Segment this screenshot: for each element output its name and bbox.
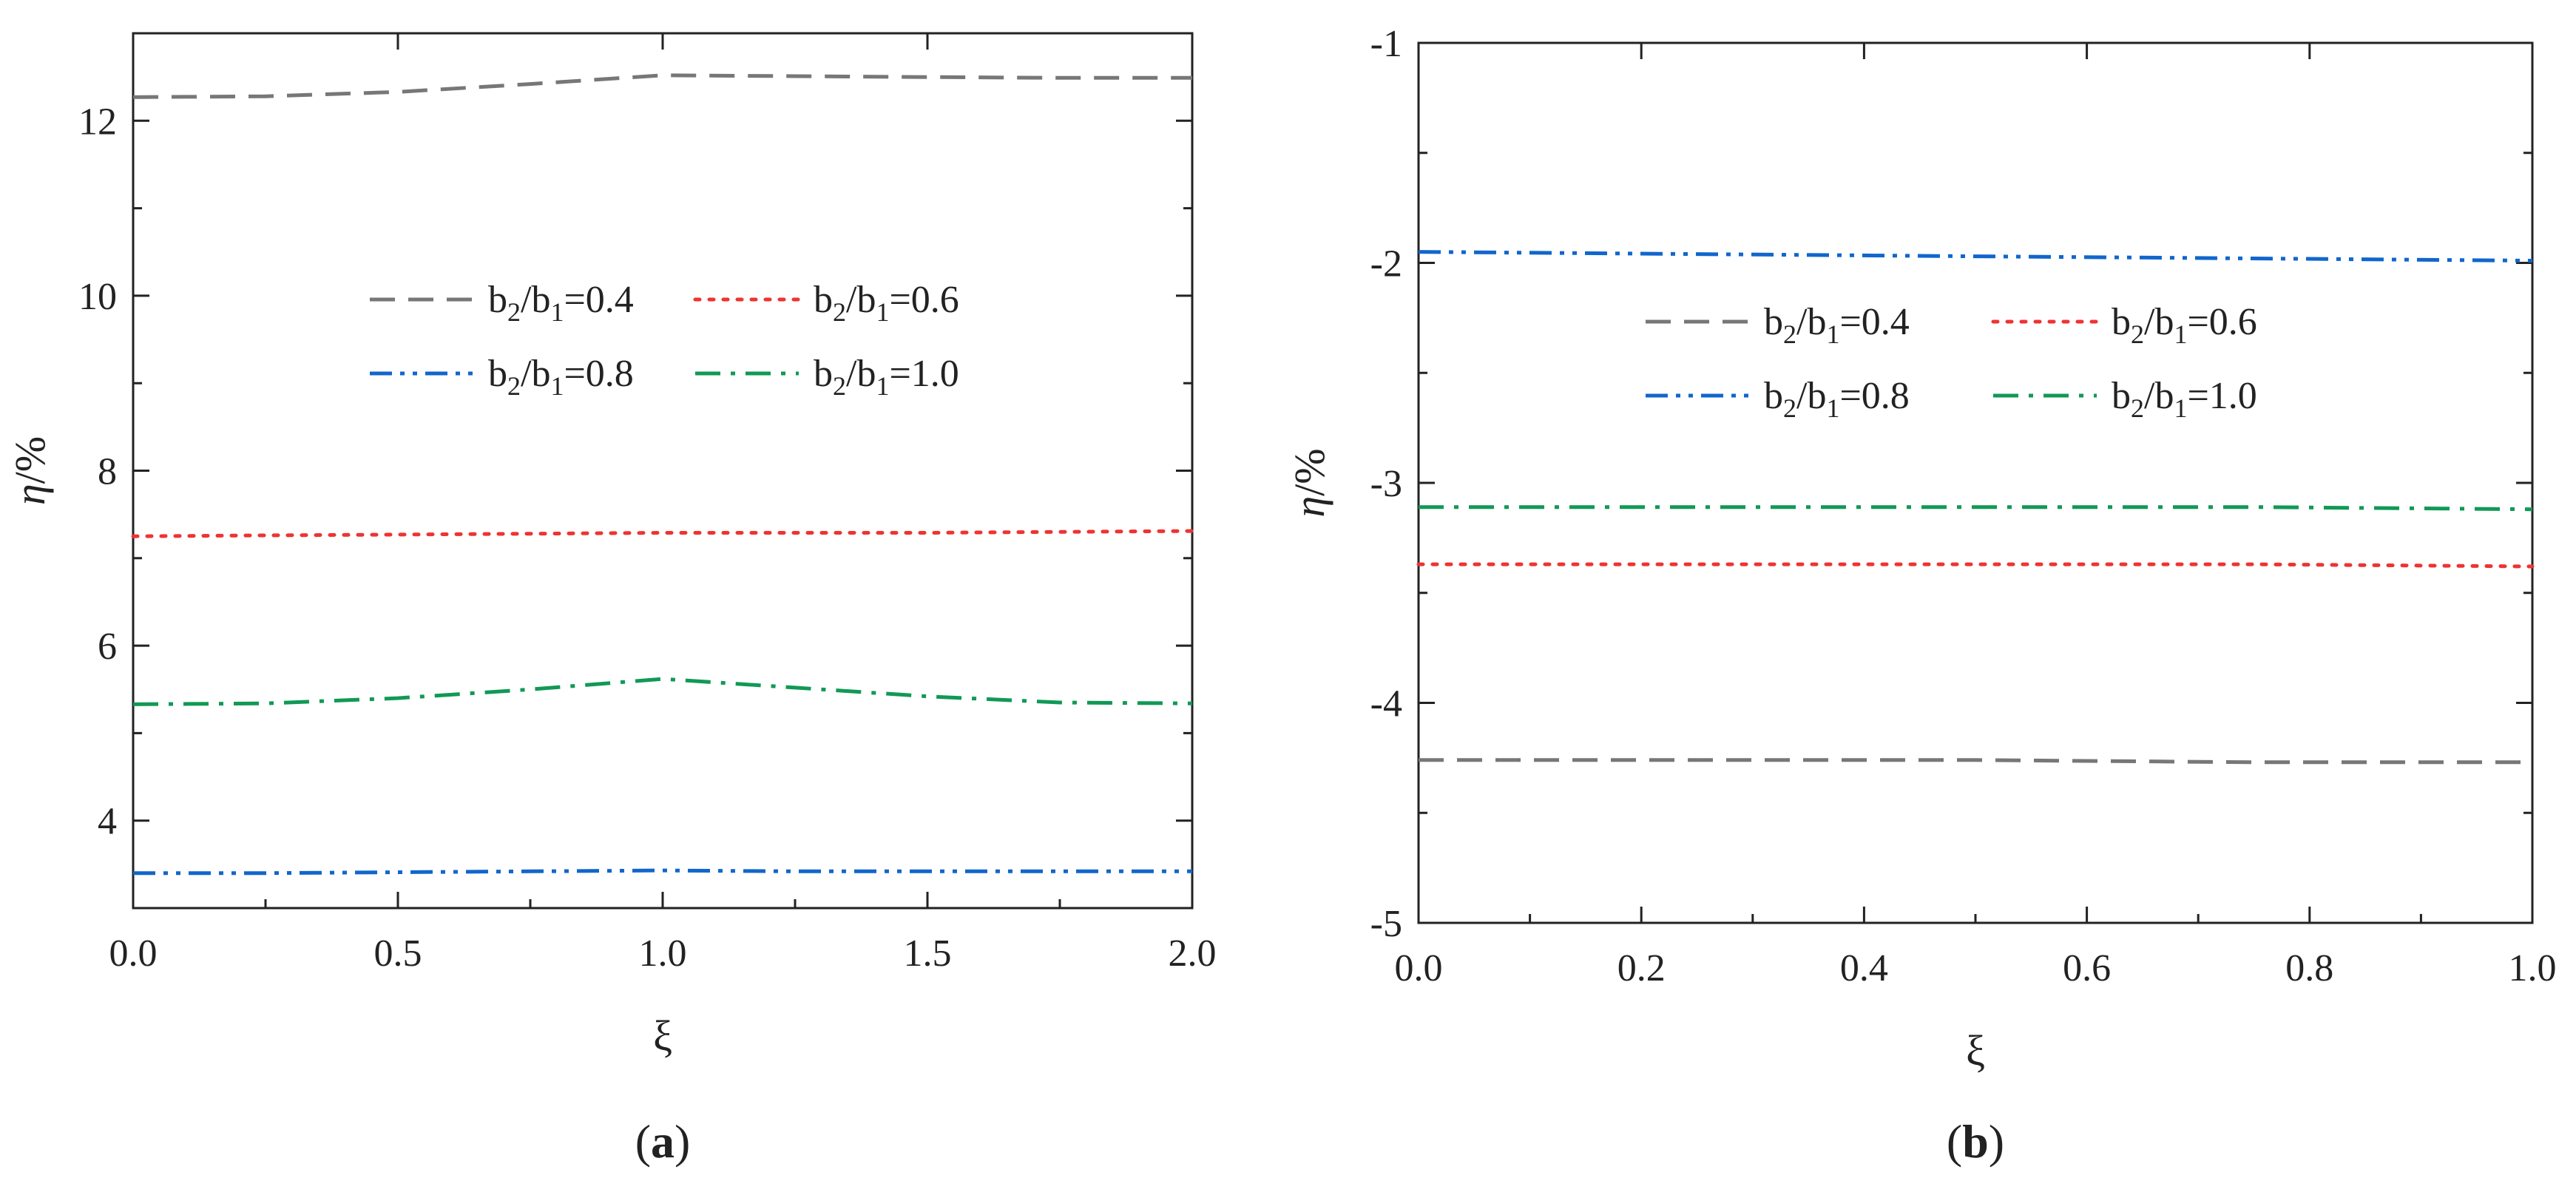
series-line-0.8 <box>1418 250 2533 263</box>
legend-label: b2/b1=1.0 <box>814 353 959 401</box>
legend-item-0.4: b2/b1=0.4 <box>1646 301 1910 349</box>
x-tick-label: 2.0 <box>1169 932 1217 975</box>
y-tick-label: 12 <box>78 101 117 143</box>
y-tick-label: 4 <box>98 801 117 843</box>
legend-label: b2/b1=0.8 <box>1764 375 1910 423</box>
series-line-0.6 <box>1416 562 2535 569</box>
y-tick-label: -4 <box>1370 683 1402 725</box>
legend-item-0.4: b2/b1=0.4 <box>370 279 634 327</box>
x-tick-label: 1.0 <box>2509 947 2557 989</box>
x-tick-label: 1.5 <box>904 932 952 975</box>
y-axis-label: η/% <box>6 436 54 505</box>
y-tick-label: 8 <box>98 451 117 493</box>
legend-label: b2/b1=0.4 <box>488 279 634 327</box>
y-tick-label: -5 <box>1370 903 1402 945</box>
legend-ratio: 0.6 <box>2209 301 2257 343</box>
x-tick-label: 0.8 <box>2285 947 2333 989</box>
y-tick-label: -3 <box>1370 463 1402 505</box>
panel-letter: b <box>1962 1115 1989 1168</box>
x-tick-label: 0.4 <box>1840 947 1888 989</box>
legend-item-1.0: b2/b1=1.0 <box>1993 375 2257 423</box>
x-axis-label: ξ <box>1966 1026 1985 1074</box>
legend-item-0.6: b2/b1=0.6 <box>693 279 959 327</box>
legend-ratio: 0.6 <box>911 279 959 321</box>
legend-ratio: 1.0 <box>911 353 959 395</box>
y-axis-label: η/% <box>1285 448 1333 517</box>
plot-frame <box>132 32 1194 910</box>
legend-item-0.8: b2/b1=0.8 <box>1646 375 1910 423</box>
legend-label: b2/b1=0.6 <box>2112 301 2257 349</box>
x-tick-label: 0.0 <box>1395 947 1443 989</box>
x-tick-label: 0.5 <box>374 932 422 975</box>
series-line-0.6 <box>131 529 1194 538</box>
y-axis-label-unit: /% <box>6 436 54 484</box>
x-tick-label: 1.0 <box>639 932 687 975</box>
legend-label: b2/b1=0.8 <box>488 353 634 401</box>
legend-ratio: 1.0 <box>2209 375 2257 417</box>
legend-ratio: 0.4 <box>1862 301 1910 343</box>
panel-label: (b) <box>1947 1115 2004 1168</box>
series-line-1.0 <box>132 677 1193 706</box>
legend-ratio: 0.8 <box>586 353 634 395</box>
x-tick-label: 0.0 <box>109 932 158 975</box>
legend-item-0.8: b2/b1=0.8 <box>370 353 634 401</box>
legend-ratio: 0.8 <box>1862 375 1910 417</box>
series-line-1.0 <box>1419 505 2533 512</box>
panel-label: (a) <box>635 1115 691 1168</box>
legend-ratio: 0.4 <box>586 279 634 321</box>
legend-label: b2/b1=0.6 <box>814 279 959 327</box>
y-tick-label: -2 <box>1370 243 1402 285</box>
y-axis-label-symbol: η <box>1285 496 1333 518</box>
series-line-0.4 <box>1419 758 2532 765</box>
x-axis-label: ξ <box>653 1012 672 1060</box>
plot-frame <box>1417 41 2534 924</box>
legend-item-0.6: b2/b1=0.6 <box>1991 301 2257 349</box>
legend-item-1.0: b2/b1=1.0 <box>695 353 959 401</box>
chart-panel-b: 0.0 0.2 0.4 0.6 0.8 1.0 -5 -4 -3 -2 -1 ξ η/% b2/b1=0.… <box>1285 23 2557 1168</box>
y-tick-label: 6 <box>98 626 117 668</box>
panel-letter: a <box>651 1115 675 1168</box>
legend-label: b2/b1=0.4 <box>1764 301 1910 349</box>
x-tick-label: 0.2 <box>1617 947 1666 989</box>
series-line-0.8 <box>133 868 1192 876</box>
x-tick-label: 0.6 <box>2063 947 2111 989</box>
chart-panel-a: 0.0 0.5 1.0 1.5 2.0 4 6 8 10 12 ξ η/% b2/b1=0.4 b2/b1… <box>6 32 1217 1168</box>
y-tick-label: 10 <box>78 276 117 318</box>
y-tick-label: -1 <box>1370 23 1402 65</box>
y-axis-label-symbol: η <box>6 484 54 505</box>
legend-label: b2/b1=1.0 <box>2112 375 2257 423</box>
y-axis-label-unit: /% <box>1285 448 1333 495</box>
series-line-0.4 <box>132 73 1192 99</box>
